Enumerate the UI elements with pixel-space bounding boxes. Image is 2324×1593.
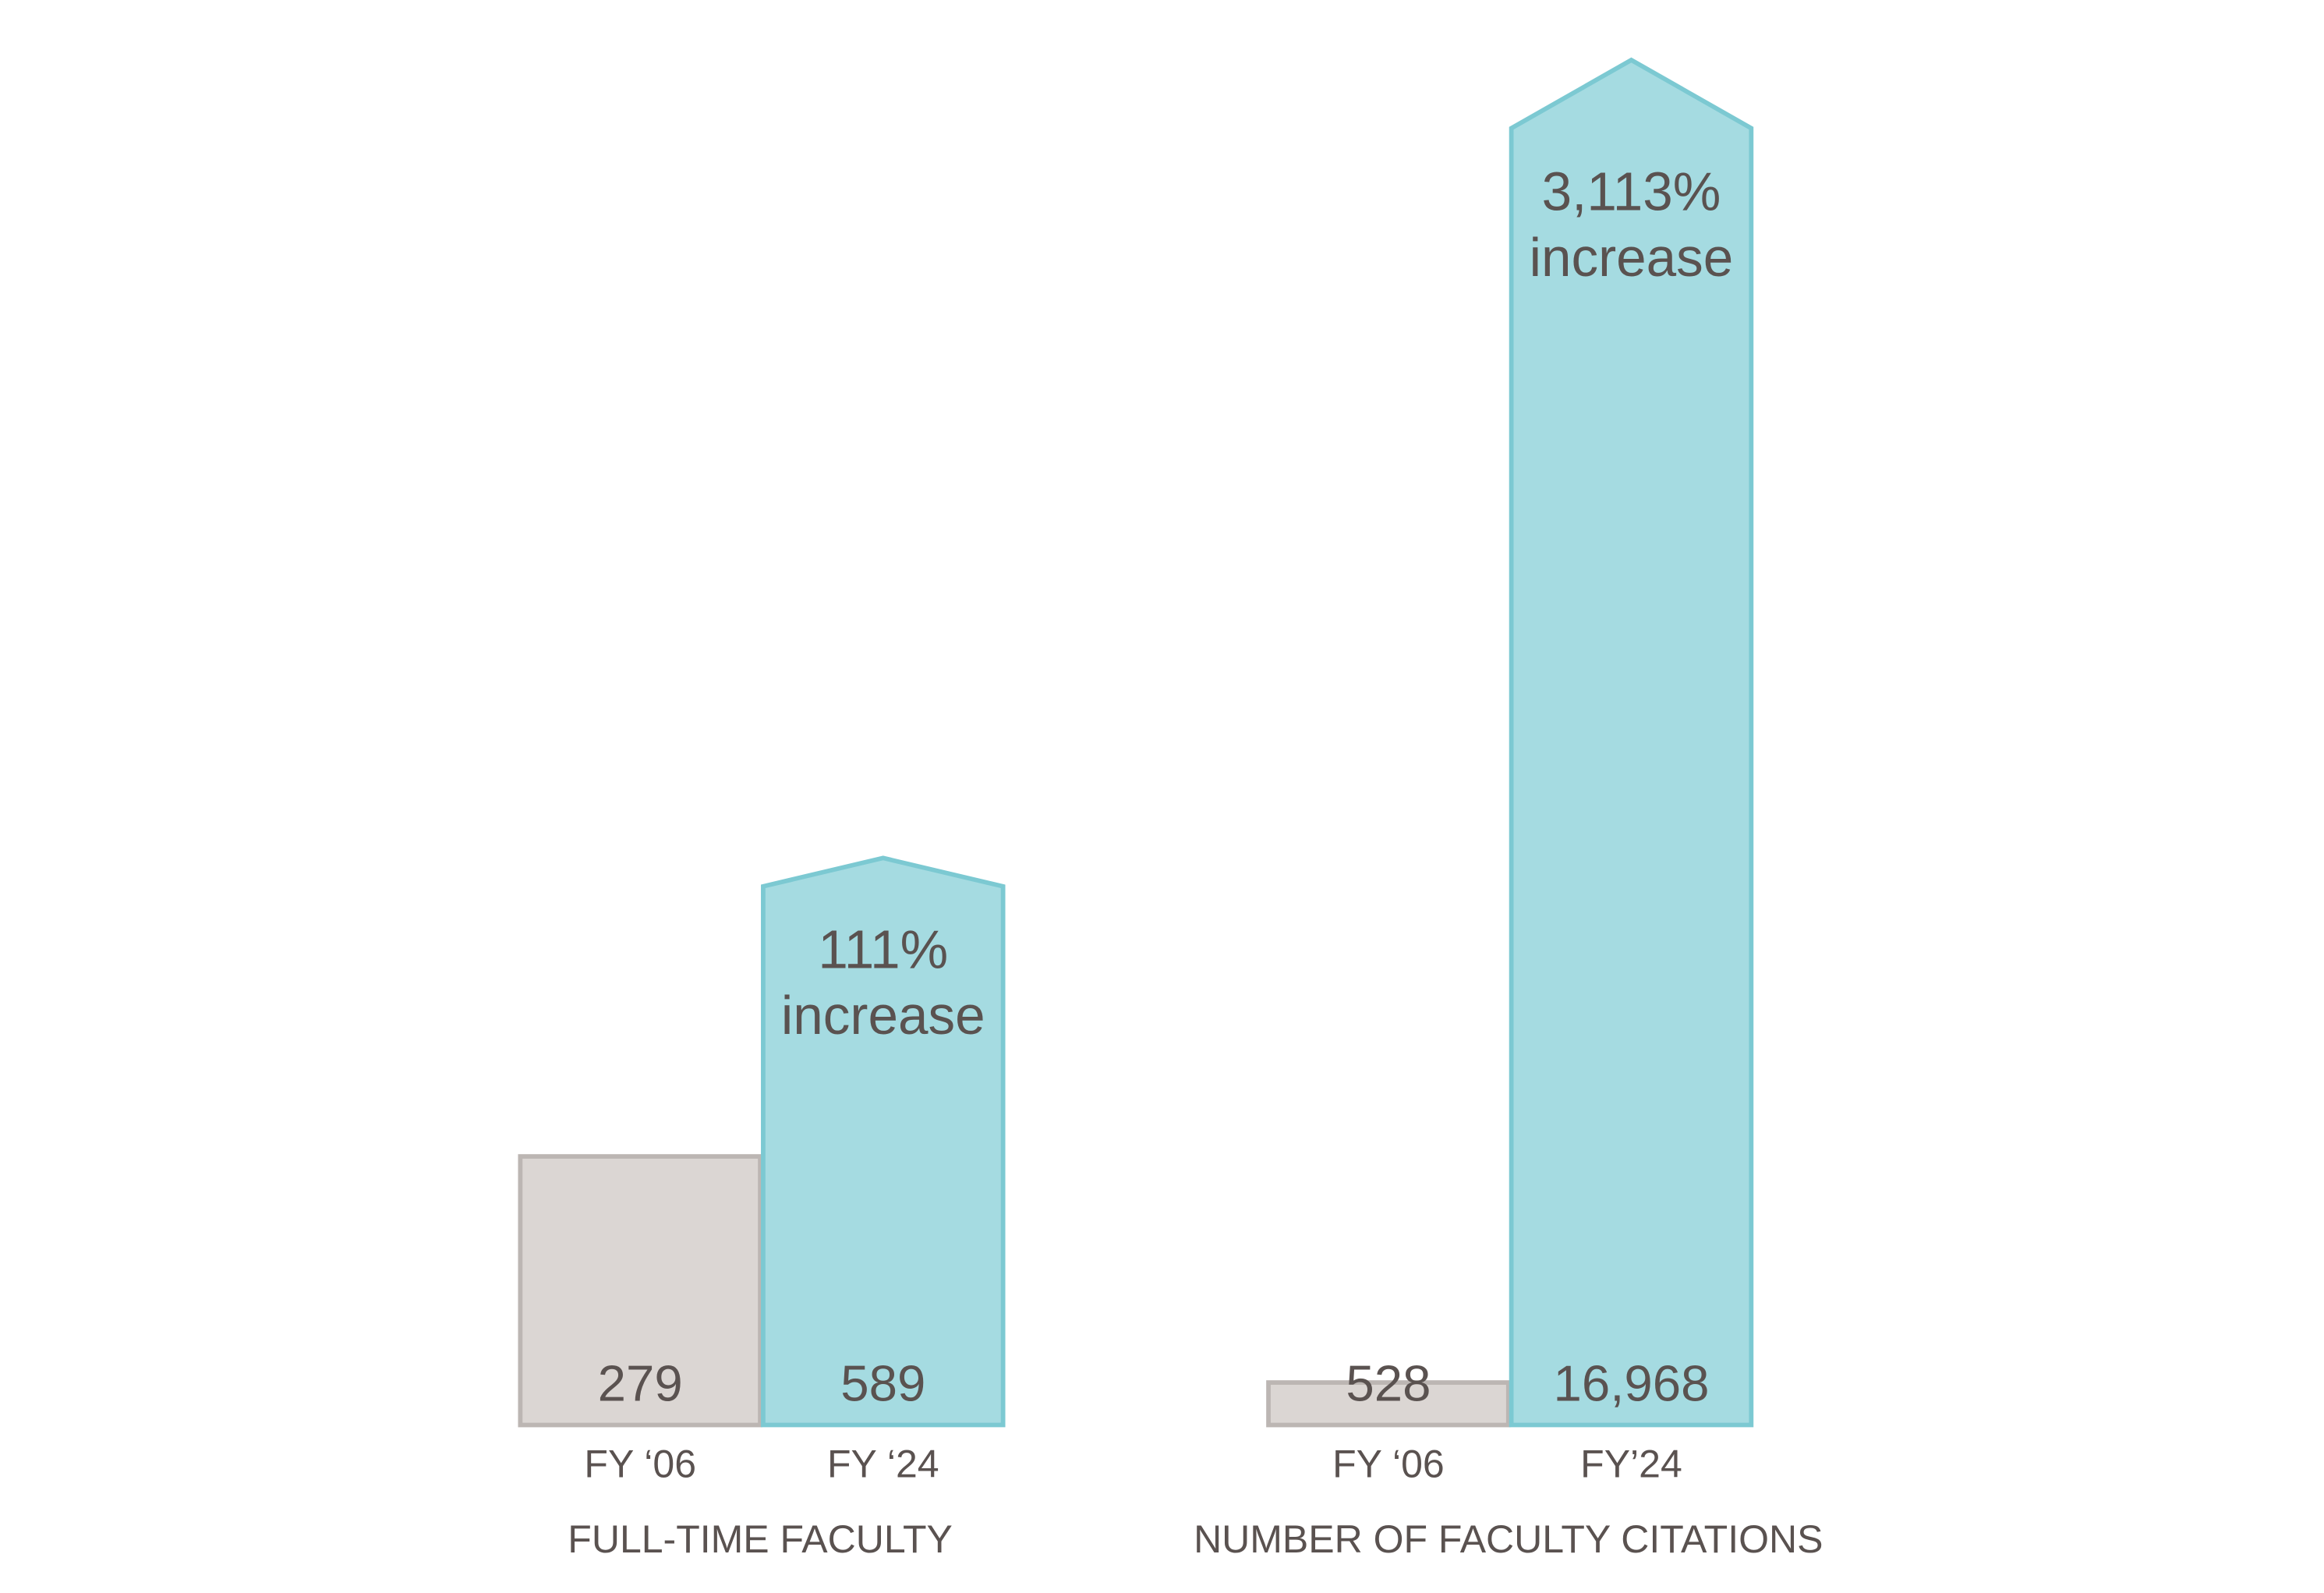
chart-title: NUMBER OF FACULTY CITATIONS (1194, 1517, 1823, 1561)
category-label: FY’24 (1580, 1443, 1682, 1486)
chart-title: FULL-TIME FACULTY (568, 1517, 953, 1561)
category-label: FY ‘24 (827, 1443, 939, 1486)
annotation: increase (1530, 227, 1734, 288)
value-label: 589 (840, 1355, 925, 1412)
bar (518, 1154, 762, 1428)
annotation: 3,113% (1542, 161, 1721, 221)
value-label: 279 (598, 1355, 683, 1412)
value-label: 16,968 (1553, 1355, 1709, 1412)
annotation: increase (781, 985, 985, 1046)
arrow-bar (1509, 57, 1754, 1428)
category-label: FY ‘06 (1332, 1443, 1445, 1486)
arrow-bar (761, 855, 1006, 1428)
bar (1266, 1380, 1511, 1428)
annotation: 111% (818, 919, 948, 980)
category-label: FY ‘06 (584, 1443, 696, 1486)
value-label: 528 (1346, 1355, 1431, 1412)
